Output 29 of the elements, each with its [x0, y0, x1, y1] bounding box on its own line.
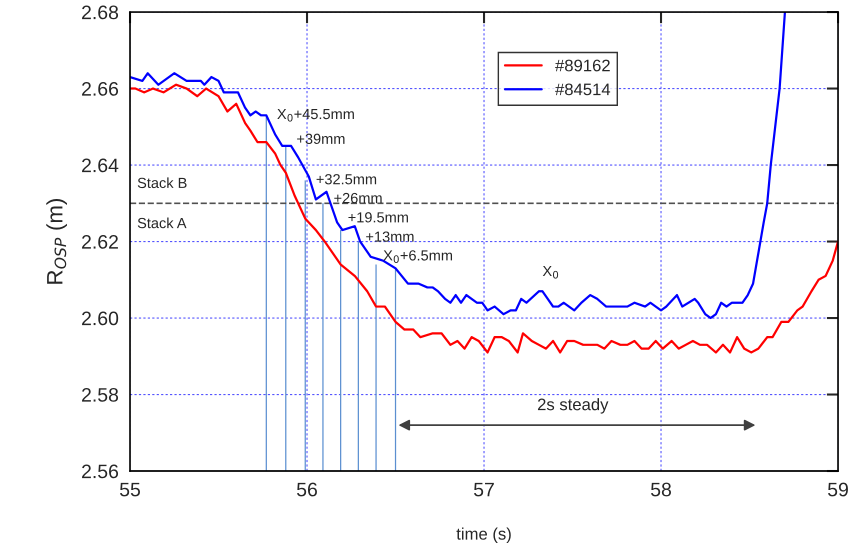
x-tick-label: 56	[296, 482, 317, 496]
annotation: +32.5mm	[316, 174, 376, 184]
y-tick-label: 2.60	[82, 311, 118, 326]
legend-label: #89162	[555, 60, 610, 72]
annotation: +13mm	[366, 231, 414, 242]
annotation: +39mm	[297, 134, 344, 144]
annotation: X$_{0}$	[542, 266, 558, 279]
line-series	[130, 12, 786, 320]
y-tick-label: 2.62	[82, 235, 118, 249]
y-axis-title: R$_{OSP}$ (m)	[46, 199, 67, 284]
annotation: Stack A	[138, 218, 187, 228]
line-series	[130, 84, 838, 354]
annotation: Stack B	[138, 177, 187, 188]
legend-label: #84514	[555, 83, 610, 96]
y-tick-label: 2.64	[82, 158, 118, 172]
x-tick-label: 58	[650, 482, 671, 496]
y-tick-label: 2.56	[82, 464, 118, 478]
x-tick-label: 59	[828, 482, 848, 496]
annotation: 2s steady	[538, 398, 608, 414]
y-tick-label: 2.66	[82, 82, 118, 96]
x-tick-label: 57	[474, 482, 494, 496]
y-tick-label: 2.58	[82, 388, 118, 402]
annotation: +19.5mm	[348, 212, 408, 222]
x-tick-label: 55	[120, 482, 140, 496]
x-axis-title: time (s)	[456, 528, 511, 544]
annotation: X$_{0}$+6.5mm	[383, 250, 452, 263]
y-tick-label: 2.68	[82, 6, 118, 20]
annotation: +26mm	[334, 192, 382, 204]
annotation: X$_{0}$+45.5mm	[277, 109, 354, 122]
